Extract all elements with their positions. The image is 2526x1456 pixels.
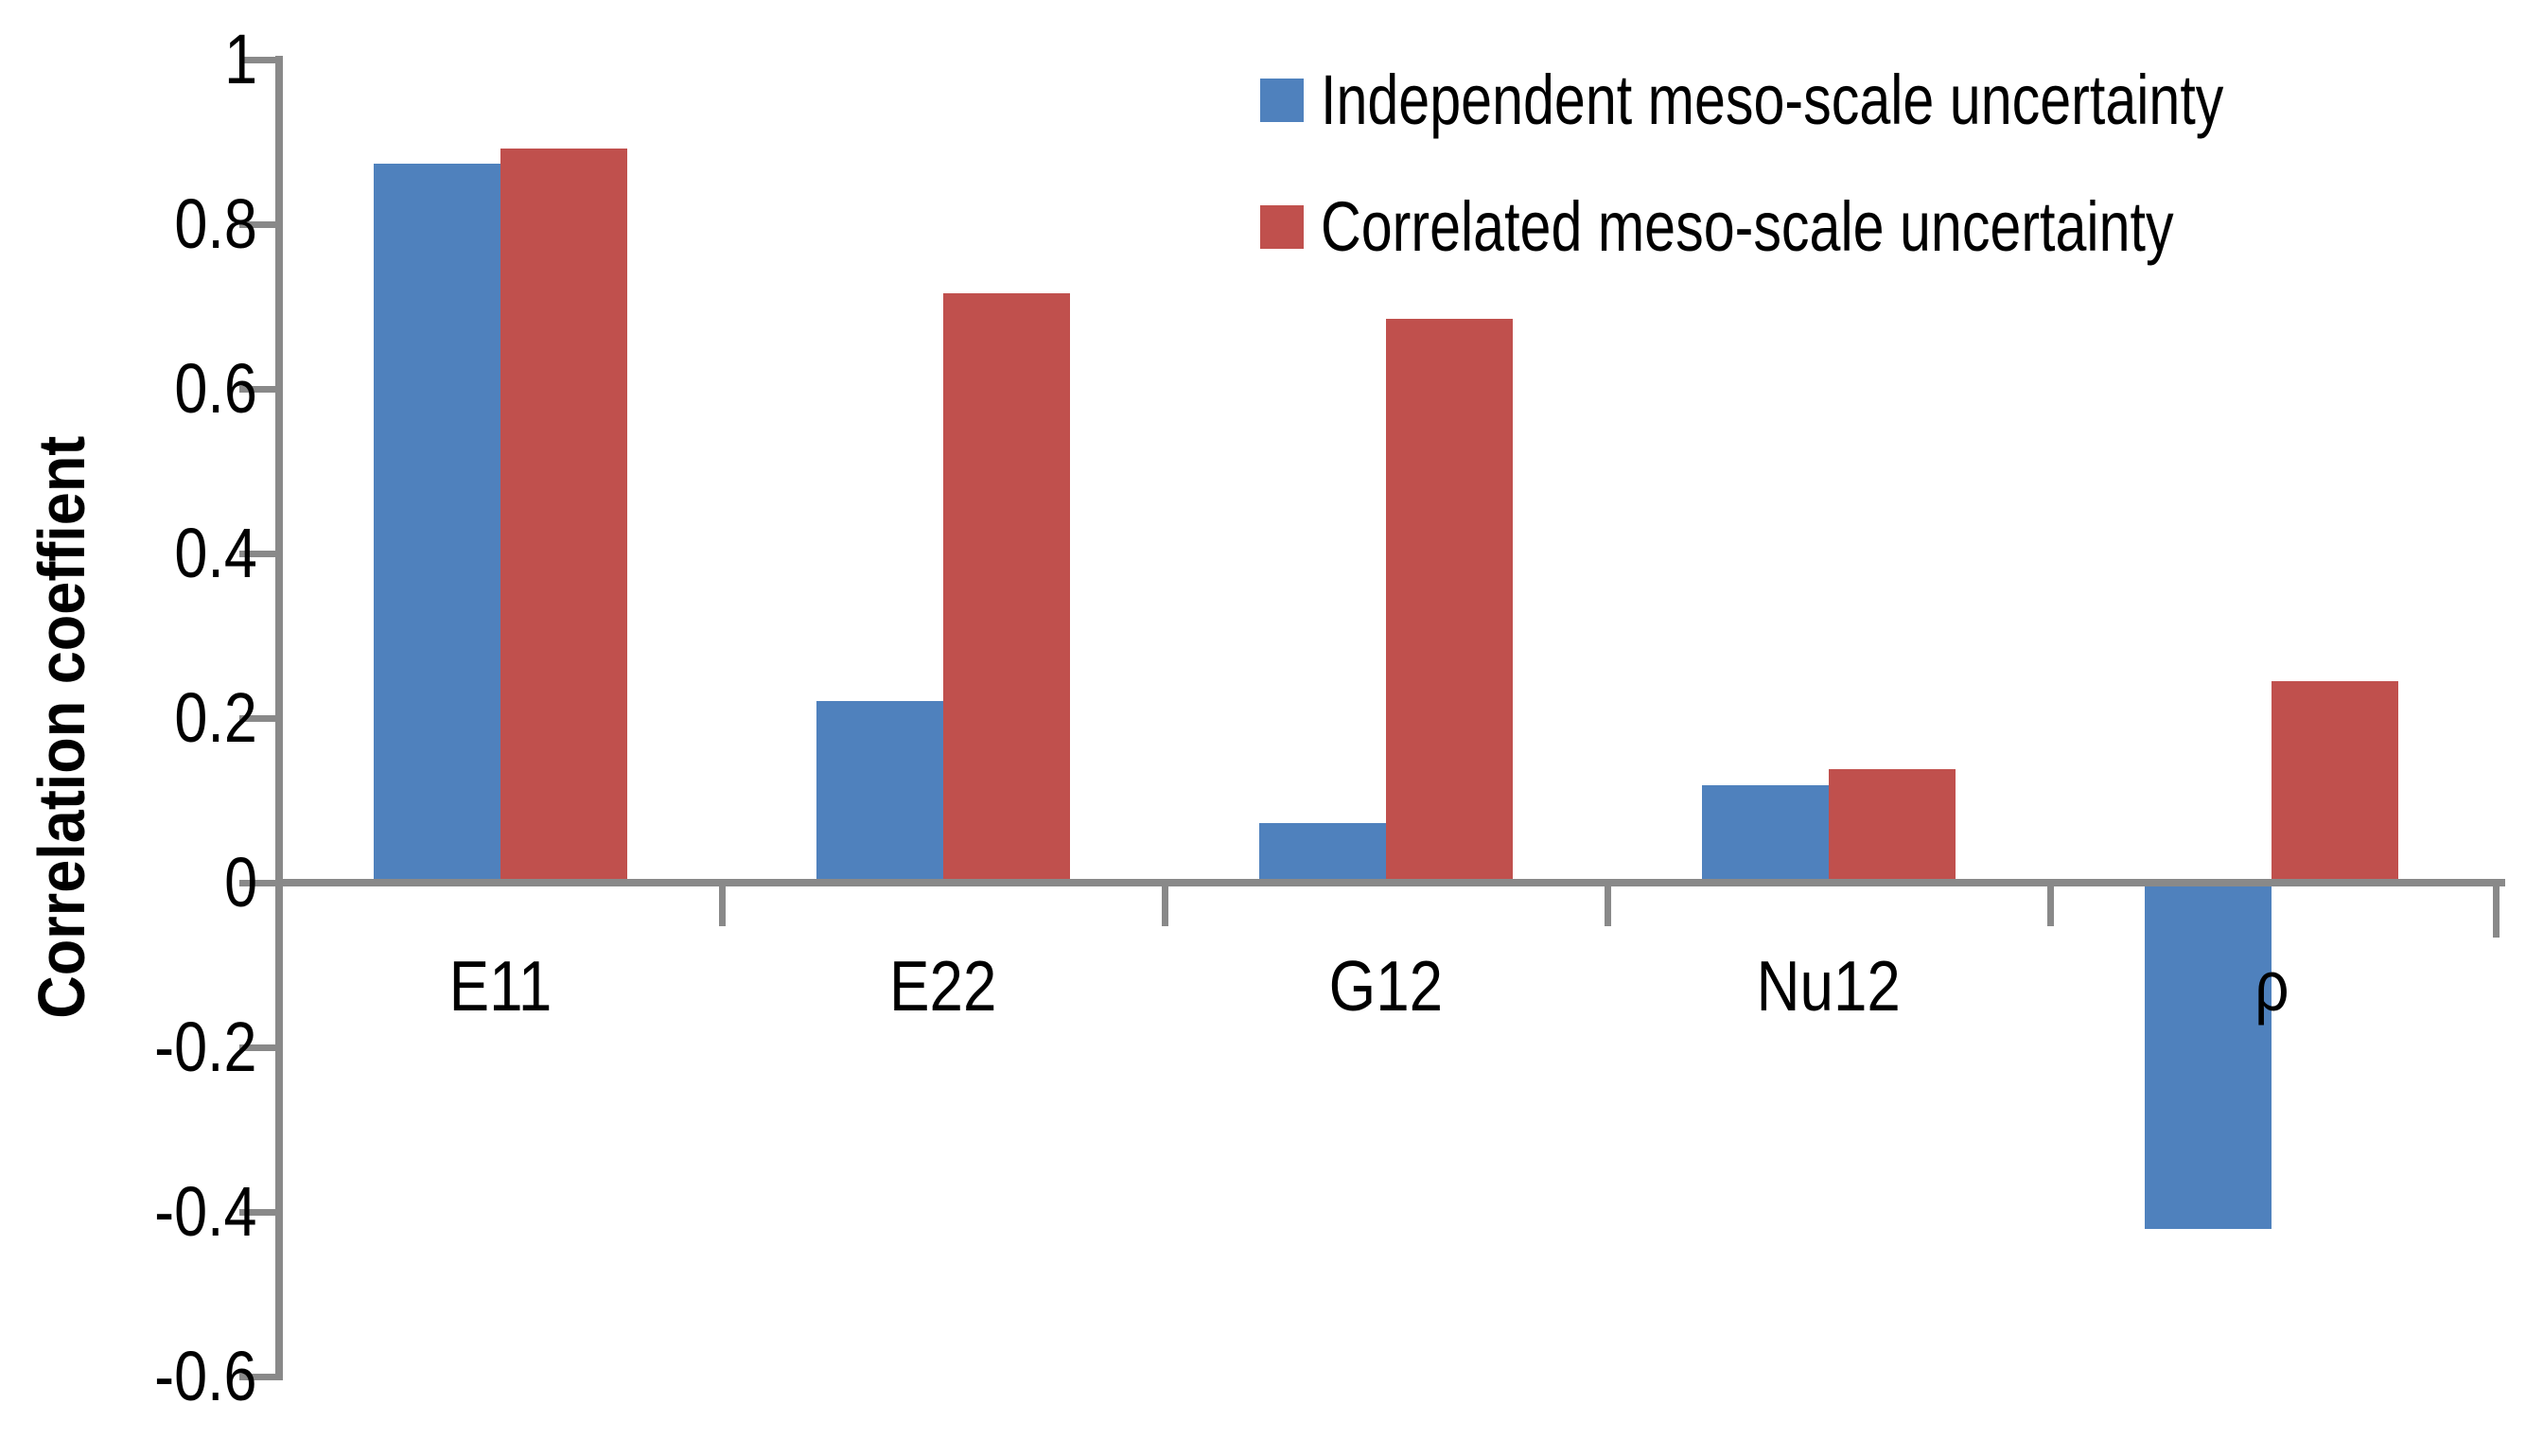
y-axis-tick bbox=[239, 1044, 275, 1051]
y-tick-label: -0.6 bbox=[30, 1339, 257, 1414]
x-category-label-text: E22 bbox=[889, 946, 997, 1026]
y-axis-tick bbox=[239, 1374, 275, 1380]
y-tick-label-text: 0.8 bbox=[174, 184, 257, 263]
bar-rho-correlated bbox=[2272, 681, 2398, 883]
x-category-label-rho: ρ bbox=[2050, 948, 2493, 1024]
bar-e22-independent bbox=[816, 701, 943, 883]
y-axis-tick bbox=[239, 386, 275, 393]
y-tick-label: 0 bbox=[30, 845, 257, 921]
bar-rho-independent bbox=[2145, 883, 2272, 1229]
x-category-label-text: ρ bbox=[2254, 946, 2289, 1026]
y-tick-label-text: 0.2 bbox=[174, 678, 257, 757]
y-tick-label: 0.8 bbox=[30, 186, 257, 262]
y-tick-label-text: 0.4 bbox=[174, 514, 257, 592]
x-axis-tick bbox=[1605, 886, 1611, 926]
bar-nu12-correlated bbox=[1829, 769, 1956, 883]
x-category-label-text: G12 bbox=[1328, 946, 1444, 1026]
x-category-label-text: Nu12 bbox=[1756, 946, 1902, 1026]
y-tick-label: 0.4 bbox=[30, 516, 257, 591]
x-axis-tick bbox=[719, 886, 726, 926]
y-tick-label-text: -0.2 bbox=[154, 1008, 257, 1086]
y-tick-label-text: 1 bbox=[224, 20, 257, 98]
x-category-label-e11: E11 bbox=[279, 948, 722, 1024]
bar-e22-correlated bbox=[943, 293, 1070, 883]
x-axis-tick bbox=[2047, 886, 2054, 926]
y-axis-tick bbox=[239, 1209, 275, 1216]
x-axis-tick bbox=[2493, 886, 2500, 938]
legend-label-correlated: Correlated meso-scale uncertainty bbox=[1321, 187, 2174, 266]
bar-g12-correlated bbox=[1386, 319, 1513, 883]
y-tick-label: -0.2 bbox=[30, 1009, 257, 1085]
legend-entry-independent: Independent meso-scale uncertainty bbox=[1260, 62, 2449, 138]
y-axis-tick bbox=[239, 221, 275, 228]
x-category-label-nu12: Nu12 bbox=[1607, 948, 2050, 1024]
y-axis-tick bbox=[239, 715, 275, 722]
y-tick-label-text: 0.6 bbox=[174, 349, 257, 428]
y-axis-tick bbox=[239, 880, 275, 886]
y-tick-label-text: -0.6 bbox=[154, 1337, 257, 1415]
bar-e11-correlated bbox=[500, 149, 627, 883]
x-category-label-g12: G12 bbox=[1165, 948, 1607, 1024]
y-axis-tick bbox=[239, 57, 275, 63]
x-axis-line bbox=[275, 879, 2505, 886]
legend-label-independent: Independent meso-scale uncertainty bbox=[1321, 61, 2224, 139]
legend-entry-correlated: Correlated meso-scale uncertainty bbox=[1260, 189, 2387, 265]
y-tick-label: -0.4 bbox=[30, 1174, 257, 1250]
bar-g12-independent bbox=[1259, 823, 1386, 883]
y-tick-label-text: 0 bbox=[224, 843, 257, 921]
y-axis-line bbox=[275, 56, 283, 1380]
y-tick-label: 0.2 bbox=[30, 680, 257, 756]
y-axis-tick bbox=[239, 551, 275, 557]
x-category-label-e22: E22 bbox=[722, 948, 1165, 1024]
x-axis-tick bbox=[1162, 886, 1168, 926]
legend-swatch-independent-icon bbox=[1260, 79, 1304, 122]
bar-nu12-independent bbox=[1702, 785, 1829, 883]
legend-swatch-correlated-icon bbox=[1260, 205, 1304, 249]
x-category-label-text: E11 bbox=[448, 946, 553, 1026]
y-tick-label-text: -0.4 bbox=[154, 1172, 257, 1251]
y-tick-label: 1 bbox=[30, 22, 257, 97]
y-tick-label: 0.6 bbox=[30, 351, 257, 427]
bar-e11-independent bbox=[374, 164, 500, 883]
